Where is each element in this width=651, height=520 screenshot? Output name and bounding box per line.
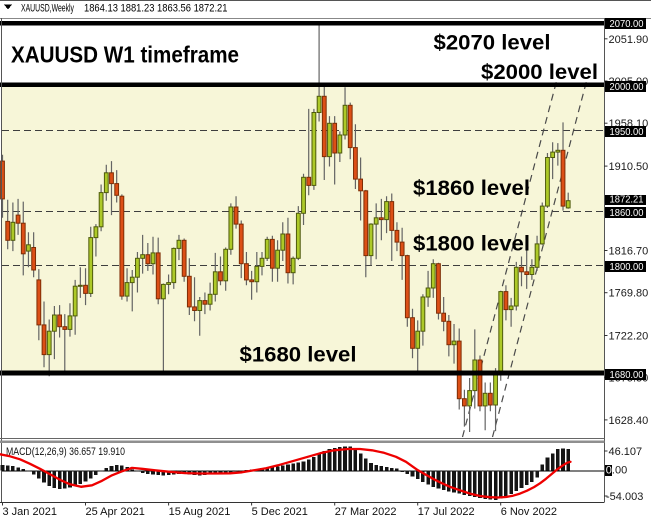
svg-text:1910.50: 1910.50 — [609, 161, 649, 173]
svg-text:XAUUSD W1 timeframe: XAUUSD W1 timeframe — [11, 42, 239, 68]
svg-text:$1680 level: $1680 level — [240, 344, 357, 367]
svg-text:1628.40: 1628.40 — [609, 415, 649, 427]
svg-text:6 Nov 2022: 6 Nov 2022 — [501, 506, 557, 518]
svg-text:$1860 level: $1860 level — [413, 177, 530, 200]
svg-text:2051.90: 2051.90 — [609, 34, 649, 46]
svg-text:1800.00: 1800.00 — [610, 261, 644, 273]
svg-text:$2000 level: $2000 level — [481, 61, 598, 84]
svg-text:25 Apr 2021: 25 Apr 2021 — [86, 506, 145, 518]
svg-text:2070.00: 2070.00 — [610, 18, 644, 30]
svg-text:1864.13 1881.23 1863.56 1872.2: 1864.13 1881.23 1863.56 1872.21 — [84, 3, 228, 15]
svg-text:27 Mar 2022: 27 Mar 2022 — [335, 506, 397, 518]
svg-text:1860.00: 1860.00 — [610, 207, 644, 219]
svg-text:2000.00: 2000.00 — [610, 81, 644, 93]
svg-text:5 Dec 2021: 5 Dec 2021 — [252, 506, 308, 518]
svg-text:1950.00: 1950.00 — [610, 126, 644, 138]
svg-text:.00: .00 — [612, 465, 627, 477]
svg-text:1680.00: 1680.00 — [610, 369, 644, 381]
svg-text:XAUUSD,Weekly: XAUUSD,Weekly — [21, 3, 74, 15]
svg-text:1769.80: 1769.80 — [609, 288, 649, 300]
svg-text:1722.20: 1722.20 — [609, 331, 649, 343]
svg-text:46.107: 46.107 — [609, 446, 643, 458]
svg-text:0: 0 — [606, 465, 612, 477]
svg-text:-54.003: -54.003 — [606, 491, 643, 503]
svg-text:1816.70: 1816.70 — [609, 246, 649, 258]
svg-text:15 Aug 2021: 15 Aug 2021 — [169, 506, 231, 518]
svg-text:MACD(12,26,9) 36.657 19.910: MACD(12,26,9) 36.657 19.910 — [6, 446, 125, 458]
svg-text:3 Jan 2021: 3 Jan 2021 — [3, 506, 57, 518]
svg-text:1872.21: 1872.21 — [610, 194, 644, 206]
svg-text:$1800 level: $1800 level — [413, 233, 530, 256]
svg-text:$2070 level: $2070 level — [434, 32, 551, 55]
svg-text:17 Jul 2022: 17 Jul 2022 — [418, 506, 475, 518]
